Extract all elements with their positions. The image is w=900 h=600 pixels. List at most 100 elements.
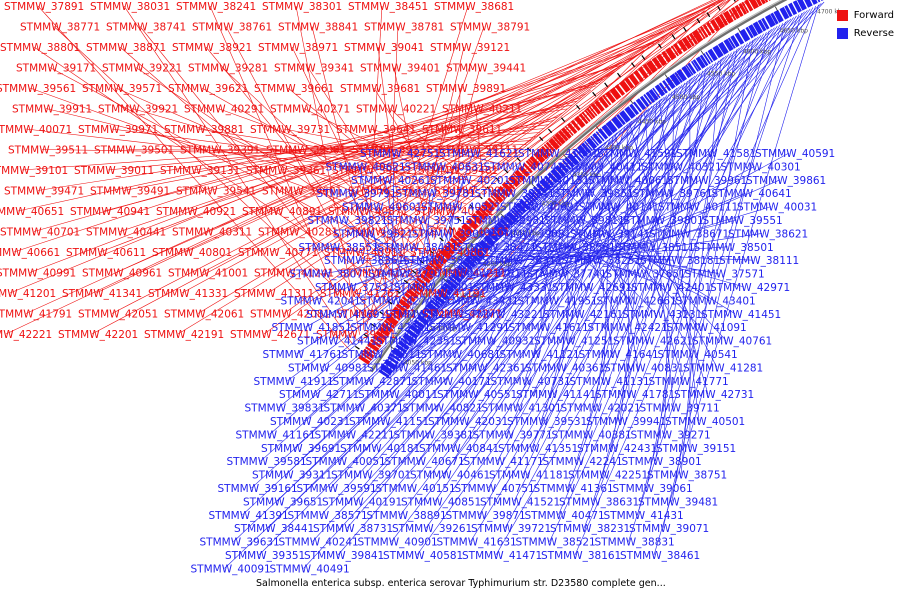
forward-gene-label: STMMW_38451 (348, 1, 428, 13)
reverse-gene-label: STMMW_39591 (297, 483, 377, 495)
reverse-gene-glyph (457, 265, 469, 276)
reverse-gene-glyph (406, 328, 419, 339)
reverse-gene-label: STMMW_42741 (360, 295, 440, 307)
reverse-gene-label: STMMW_40751 (455, 483, 535, 495)
forward-gene-glyph (710, 19, 720, 32)
reverse-gene-glyph (433, 294, 445, 305)
feature-mark (547, 128, 553, 134)
reverse-gene-label-connector (522, 62, 717, 475)
reverse-gene-glyph (811, 0, 818, 5)
forward-gene-glyph (673, 42, 683, 55)
scale-tick (390, 346, 395, 350)
reverse-gene-label-connector (479, 33, 764, 515)
forward-gene-glyph (383, 319, 395, 329)
feature-mark (696, 18, 701, 24)
reverse-gene-label: STMMW_38481 (378, 242, 458, 254)
forward-gene-label: STMMW_40071 (0, 124, 72, 136)
forward-gene-label-connector (111, 0, 720, 314)
forward-gene-glyph (605, 91, 617, 104)
reverse-gene-glyph (792, 0, 802, 13)
forward-gene-label: STMMW_42271 (422, 309, 502, 321)
forward-gene-label: STMMW_38741 (106, 22, 186, 34)
forward-gene-label: STMMW_40251 (344, 227, 424, 239)
reverse-gene-label: STMMW_42021 (561, 403, 641, 415)
forward-gene-glyph (734, 4, 744, 17)
reverse-gene-label: STMMW_37971 (369, 269, 449, 281)
reverse-gene-label: STMMW_41581 (676, 148, 756, 160)
backbone-highlight (370, 0, 783, 371)
reverse-gene-label-connector (506, 93, 670, 435)
forward-gene-glyph (492, 191, 504, 203)
forward-gene-label: STMMW_40701 (0, 227, 80, 239)
forward-gene-glyph (433, 257, 444, 267)
feature-mark (717, 5, 721, 11)
forward-gene-label-connector (29, 87, 439, 236)
reverse-gene-label-connector (445, 140, 608, 381)
forward-gene-glyph (475, 209, 487, 221)
reverse-gene-glyph (654, 84, 666, 97)
forward-gene-label-connector (5, 0, 714, 335)
forward-gene-glyph (429, 262, 440, 272)
reverse-gene-label: STMMW_39271 (631, 429, 711, 441)
reverse-gene-glyph (669, 73, 681, 87)
reverse-gene-label: STMMW_40261 (351, 175, 431, 187)
reverse-gene-label: STMMW_39851 (554, 188, 634, 200)
forward-gene-glyph (421, 269, 434, 281)
reverse-gene-label: STMMW_40381 (552, 429, 632, 441)
reverse-gene-label-connector (418, 74, 698, 462)
feature-mark (560, 117, 566, 122)
feature-mark (403, 279, 409, 284)
forward-gene-glyph (389, 311, 401, 321)
forward-gene-label: STMMW_41341 (62, 288, 142, 300)
forward-gene-glyph (370, 338, 382, 348)
reverse-gene-label: STMMW_38671 (649, 228, 729, 240)
forward-gene-label-connector (353, 0, 727, 294)
reverse-gene-label: STMMW_39741 (475, 188, 555, 200)
reverse-gene-label: STMMW_38441 (234, 523, 314, 535)
forward-gene-glyph (401, 296, 413, 306)
reverse-gene-label: STMMW_41851 (272, 322, 352, 334)
reverse-gene-glyph (734, 32, 745, 45)
forward-gene-label: STMMW_39541 (176, 186, 256, 198)
reverse-gene-glyph (643, 93, 652, 105)
reverse-gene-label: STMMW_39781 (396, 188, 476, 200)
reverse-gene-label: STMMW_39751 (387, 215, 467, 227)
legend: Forward Reverse (836, 6, 894, 42)
forward-gene-label: STMMW_39341 (274, 63, 354, 75)
reverse-gene-label: STMMW_39811 (545, 215, 625, 227)
forward-gene-glyph (533, 150, 546, 164)
forward-gene-label: STMMW_40221 (356, 104, 436, 116)
forward-gene-label: STMMW_39131 (160, 165, 240, 177)
feature-mark (617, 72, 621, 78)
reverse-gene-label: STMMW_41621 (439, 148, 519, 160)
forward-gene-label: STMMW_42201 (58, 329, 138, 341)
forward-gene-label: STMMW_42191 (144, 329, 224, 341)
forward-gene-glyph (495, 189, 506, 200)
reverse-gene-label: STMMW_41611 (509, 322, 589, 334)
reverse-gene-label-connector (680, 59, 722, 475)
forward-gene-label-connector (447, 67, 620, 212)
reverse-gene-label-connector (278, 120, 633, 408)
forward-gene-glyph (614, 84, 626, 96)
forward-gene-glyph (522, 162, 533, 174)
reverse-gene-label: STMMW_38471 (457, 242, 537, 254)
forward-gene-glyph (478, 206, 489, 218)
reverse-gene-glyph (730, 35, 740, 48)
reverse-gene-label: STMMW_40671 (385, 456, 465, 468)
forward-gene-label-connector (45, 108, 463, 209)
genome-caption: Salmonella enterica subsp. enterica sero… (256, 578, 666, 589)
forward-gene-label-connector (377, 49, 645, 232)
reverse-gene-glyph (544, 175, 555, 187)
forward-gene-label: STMMW_39111 (438, 145, 518, 157)
feature-mark (439, 237, 444, 242)
feature-mark (706, 12, 711, 18)
reverse-gene-glyph (389, 353, 401, 362)
forward-gene-label-connector (307, 67, 427, 249)
reverse-gene-glyph (687, 62, 697, 75)
forward-gene-glyph (498, 185, 510, 197)
reverse-gene-glyph (522, 196, 533, 207)
feature-mark (448, 226, 454, 231)
reverse-gene-label: STMMW_41521 (480, 496, 560, 508)
forward-gene-glyph (728, 9, 737, 21)
reverse-gene-label: STMMW_39871 (446, 510, 526, 522)
